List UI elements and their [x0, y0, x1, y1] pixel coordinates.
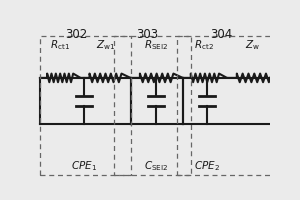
Text: 304: 304 [210, 28, 232, 41]
Bar [177, 36, 272, 175]
Text: $CPE_{\mathrm{1}}$: $CPE_{\mathrm{1}}$ [71, 160, 97, 173]
Text: $Z_{\mathrm{w1}}$: $Z_{\mathrm{w1}}$ [97, 38, 116, 52]
Bar [114, 36, 191, 175]
Bar [40, 36, 130, 175]
Text: 302: 302 [65, 28, 87, 41]
Text: $C_{\mathrm{SEI2}}$: $C_{\mathrm{SEI2}}$ [144, 160, 168, 173]
Text: $CPE_{\mathrm{2}}$: $CPE_{\mathrm{2}}$ [194, 160, 220, 173]
Text: $R_{\mathrm{SEI2}}$: $R_{\mathrm{SEI2}}$ [144, 38, 168, 52]
Text: $Z_{\mathrm{w}}$: $Z_{\mathrm{w}}$ [245, 38, 260, 52]
Text: 303: 303 [136, 28, 158, 41]
Text: $R_{\mathrm{ct2}}$: $R_{\mathrm{ct2}}$ [194, 38, 214, 52]
Text: $R_{\mathrm{ct1}}$: $R_{\mathrm{ct1}}$ [50, 38, 70, 52]
